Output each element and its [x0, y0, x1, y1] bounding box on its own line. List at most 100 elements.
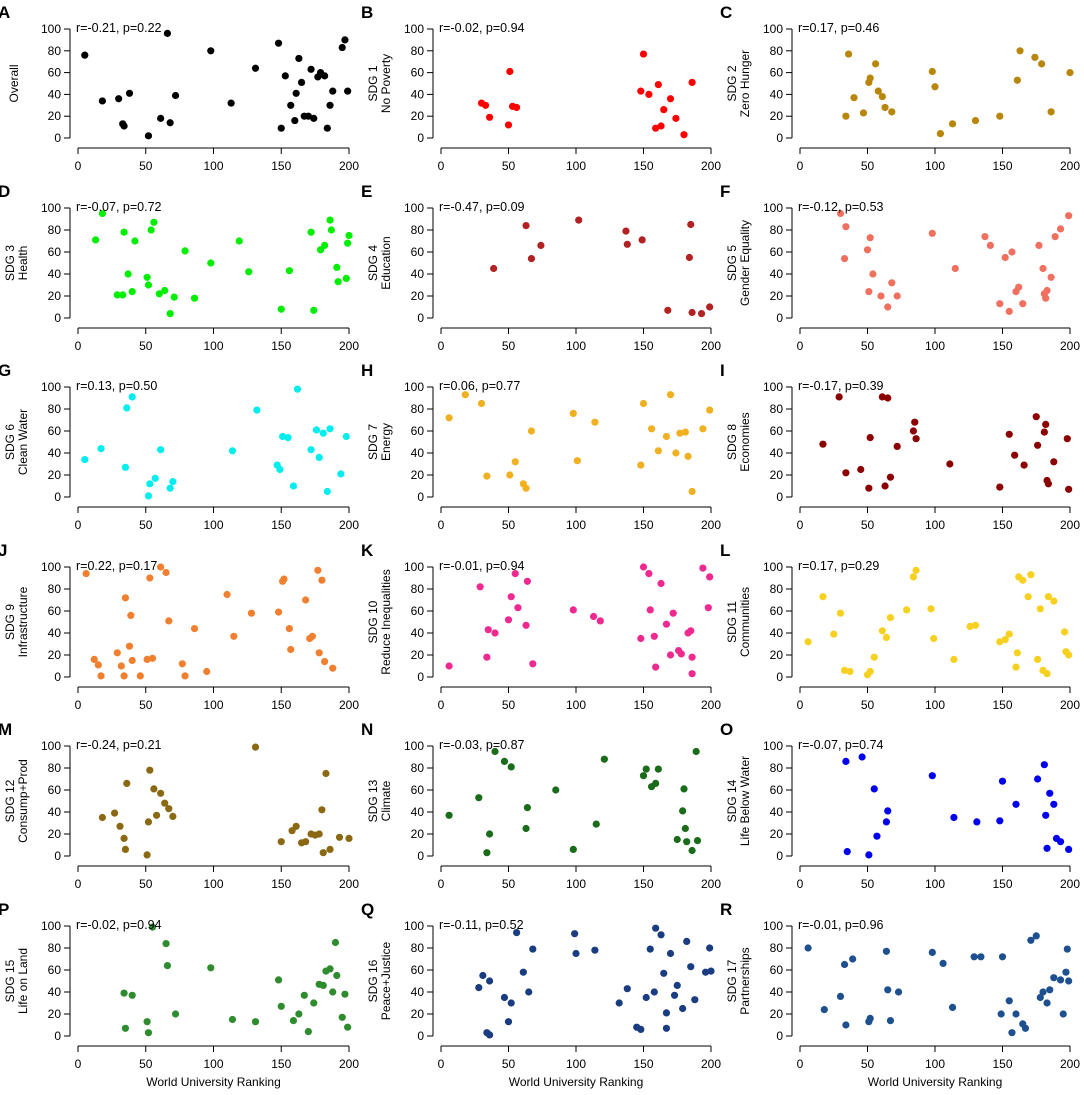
y-axis-label: Overall [7, 64, 21, 102]
data-point [1031, 53, 1039, 61]
data-point [998, 953, 1007, 961]
data-point [882, 818, 891, 826]
data-point [157, 563, 165, 571]
data-point [125, 89, 134, 97]
data-point [136, 672, 144, 680]
x-tick-label: 150 [633, 159, 653, 173]
data-point [315, 830, 323, 838]
data-point [319, 981, 327, 990]
data-point [865, 851, 873, 859]
y-tick-label: 100 [41, 560, 61, 574]
data-point [850, 94, 858, 102]
data-point [666, 949, 675, 958]
correlation-annotation: r=0.06, p=0.77 [439, 379, 520, 393]
y-axis-label: SDG 4 [366, 245, 380, 281]
x-tick-label: 50 [139, 518, 153, 532]
data-point [865, 288, 873, 296]
data-point [124, 270, 132, 278]
x-tick-label: 100 [203, 339, 223, 353]
x-tick-label: 100 [566, 877, 586, 891]
data-point [143, 1018, 151, 1026]
data-point [110, 809, 119, 817]
y-tick-label: 60 [770, 963, 784, 977]
y-tick-label: 100 [41, 919, 61, 933]
x-tick-label: 200 [701, 159, 721, 173]
data-point [873, 832, 881, 840]
data-point [326, 965, 334, 973]
data-point [688, 846, 696, 855]
data-point [639, 50, 648, 58]
data-point [1012, 1010, 1020, 1018]
data-point [704, 604, 712, 612]
x-tick-label: 100 [925, 698, 945, 712]
data-point [936, 130, 945, 138]
panel-label: H [361, 361, 373, 380]
y-tick-label: 40 [411, 446, 425, 460]
correlation-annotation: r=0.17, p=0.46 [798, 21, 879, 35]
data-point [1034, 655, 1042, 664]
x-tick-label: 50 [502, 1057, 516, 1071]
data-point [291, 116, 299, 125]
data-point [98, 97, 106, 105]
y-tick-label: 40 [770, 805, 784, 819]
y-tick-label: 100 [763, 560, 783, 574]
data-point [128, 656, 136, 665]
data-point [662, 620, 671, 628]
data-point [886, 473, 895, 481]
data-point [276, 465, 284, 474]
data-point [323, 487, 331, 496]
data-point [912, 435, 920, 443]
data-point [297, 78, 306, 87]
data-point [893, 442, 901, 450]
data-point [345, 834, 353, 843]
x-tick-label: 150 [271, 518, 291, 532]
y-tick-label: 60 [48, 604, 62, 618]
panel-label: L [720, 541, 730, 560]
data-point [207, 259, 215, 267]
y-axis-label: Partnerships [738, 947, 752, 1014]
y-tick-label: 0 [776, 311, 783, 325]
x-tick-label: 0 [438, 698, 445, 712]
data-point [163, 962, 172, 970]
data-point [863, 246, 872, 254]
data-point [342, 432, 350, 441]
y-tick-label: 20 [48, 289, 62, 303]
data-point [645, 90, 653, 98]
data-point [679, 807, 687, 815]
x-tick-label: 150 [271, 339, 291, 353]
y-tick-label: 0 [54, 311, 61, 325]
y-axis-label: No Poverty [379, 54, 393, 113]
x-tick-label: 50 [139, 339, 153, 353]
data-point [1032, 932, 1040, 940]
y-tick-label: 100 [404, 22, 424, 36]
y-tick-label: 0 [54, 1029, 61, 1043]
data-point [504, 1018, 513, 1026]
data-point [673, 981, 681, 990]
data-point [666, 95, 675, 103]
y-tick-label: 40 [411, 267, 425, 281]
x-tick-label: 100 [566, 698, 586, 712]
data-point [519, 968, 527, 976]
data-point [144, 1029, 153, 1037]
data-point [654, 80, 662, 89]
data-point [162, 568, 170, 577]
y-tick-label: 0 [417, 311, 424, 325]
data-point [842, 223, 850, 231]
x-tick-label: 0 [797, 877, 804, 891]
data-point [645, 570, 653, 578]
data-point [285, 625, 293, 633]
data-point [685, 253, 694, 262]
x-tick-label: 50 [861, 1057, 875, 1071]
data-point [146, 574, 154, 582]
data-point [120, 989, 128, 997]
data-point [319, 849, 327, 857]
data-point [1056, 838, 1065, 846]
panel-label: R [720, 900, 732, 919]
data-point [120, 122, 128, 130]
data-point [228, 447, 237, 455]
y-tick-label: 40 [770, 626, 784, 640]
panel-label: B [361, 3, 373, 22]
y-tick-label: 60 [770, 604, 784, 618]
y-tick-label: 80 [770, 44, 784, 58]
data-point [251, 1018, 260, 1026]
